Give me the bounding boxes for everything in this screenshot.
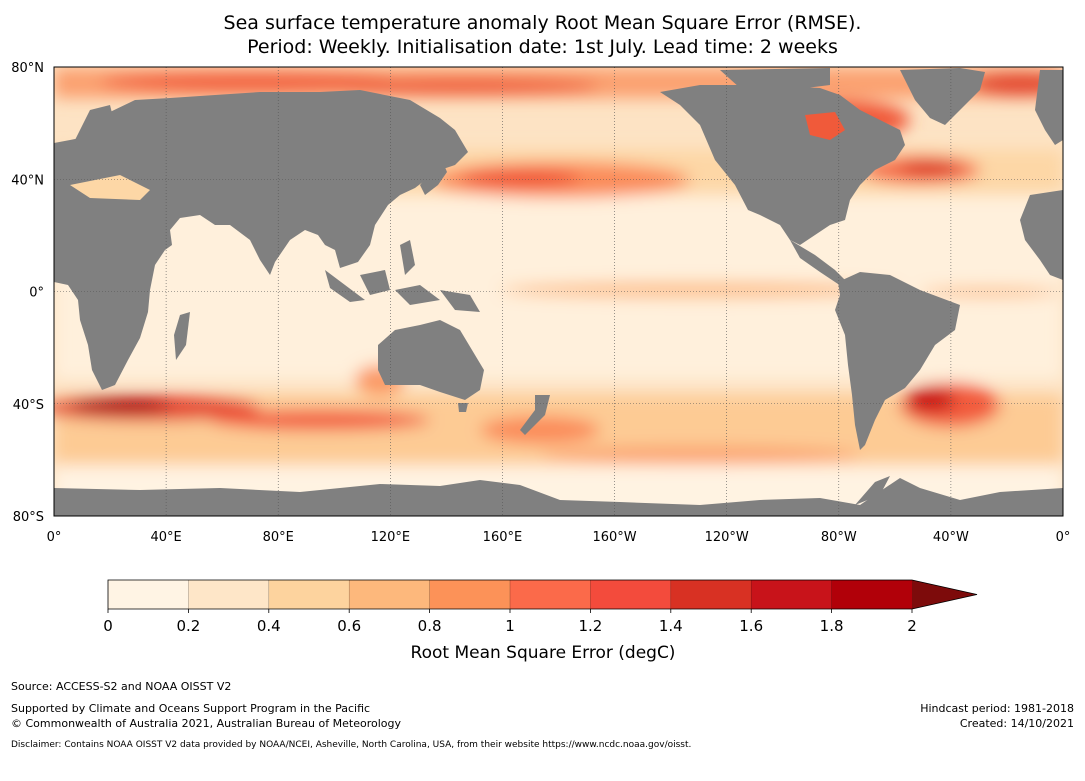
map-gridlines: [54, 67, 1063, 516]
map-title-line-1: Sea surface temperature anomaly Root Mea…: [223, 12, 862, 34]
map-frame: [53, 66, 1064, 517]
colorbar-segment: [751, 580, 833, 609]
lon-tick-label: 120°W: [705, 530, 749, 545]
colorbar-tick-label: 0.2: [176, 617, 200, 635]
colorbar-tick-label: 2: [907, 617, 917, 635]
landmass-madagascar: [174, 312, 190, 360]
disclaimer-note: Disclaimer: Contains NOAA OISST V2 data …: [11, 740, 692, 750]
map-plot-area: [54, 67, 1063, 516]
lon-tick-label: 160°W: [592, 530, 636, 545]
landmass-scandinavia: [75, 105, 115, 140]
landmass-japan: [420, 160, 447, 195]
colorbar-tick-label: 1: [505, 617, 515, 635]
colorbar-tick-label: 1.6: [739, 617, 763, 635]
map-title-line-2: Period: Weekly. Initialisation date: 1st…: [247, 36, 838, 58]
lon-tick-label: 80°E: [263, 530, 294, 545]
colorbar-segment: [268, 580, 350, 609]
colorbar-tick-label: 0.4: [257, 617, 281, 635]
lat-tick-label: 40°N: [11, 173, 44, 188]
lat-tick-label: 0°: [29, 286, 44, 301]
landmass-tasmania: [458, 403, 468, 412]
colorbar-segment: [108, 580, 189, 609]
colorbar-segment: [429, 580, 511, 609]
colorbar-tick-label: 1.2: [578, 617, 602, 635]
landmass-new-zealand: [520, 395, 550, 435]
lat-tick-label: 40°S: [13, 398, 44, 413]
landmass-indonesia: [325, 270, 480, 312]
lon-tick-label: 40°E: [150, 530, 181, 545]
landmass-south-america: [835, 272, 960, 450]
colorbar-tick-label: 0.6: [337, 617, 361, 635]
lon-tick-label: 0°: [47, 530, 62, 545]
landmass-greenland: [900, 68, 985, 125]
hindcast-period-note: Hindcast period: 1981-2018: [920, 702, 1074, 715]
colorbar: 0 0.2 0.4 0.6 0.8 1 1.2 1.4 1.6 1.8 2 Root Mean Squ…: [103, 579, 978, 663]
colorbar-segment: [510, 580, 591, 609]
landmass-europe-wrap: [1035, 70, 1063, 145]
colorbar-extend-arrow: [912, 580, 977, 609]
colorbar-segment: [831, 580, 913, 609]
landmass-central-america: [790, 240, 845, 284]
landmass-north-america: [660, 85, 905, 245]
land-masses: [54, 68, 1063, 516]
colorbar-tick-label: 0: [103, 617, 113, 635]
copyright-note: © Commonwealth of Australia 2021, Austra…: [11, 717, 401, 730]
lat-tick-label: 80°S: [13, 510, 44, 525]
created-date-note: Created: 14/10/2021: [959, 717, 1074, 730]
lon-tick-label: 120°E: [371, 530, 411, 545]
colorbar-tick-label: 1.8: [820, 617, 844, 635]
landmass-antarctica: [54, 478, 1063, 516]
colorbar-segment: [349, 580, 431, 609]
lat-tick-label: 80°N: [11, 61, 44, 76]
longitude-tick-labels: 0° 40°E 80°E 120°E 160°E 160°W 120°W 80°W 40°W 0°: [47, 530, 1071, 545]
landmass-philippines: [400, 240, 415, 275]
colorbar-segment: [188, 580, 270, 609]
support-note: Supported by Climate and Oceans Support …: [11, 702, 371, 715]
landmass-arctic-islands: [720, 68, 830, 90]
lon-tick-label: 80°W: [821, 530, 857, 545]
source-note: Source: ACCESS-S2 and NOAA OISST V2: [11, 680, 232, 693]
colorbar-label: Root Mean Square Error (degC): [411, 643, 676, 663]
landmass-australia: [378, 320, 484, 400]
lon-tick-label: 160°E: [483, 530, 523, 545]
lon-tick-label: 40°W: [933, 530, 969, 545]
colorbar-tick-label: 1.4: [659, 617, 683, 635]
landmass-africa-wrap: [1020, 190, 1063, 280]
landmass-eurasia-africa: [54, 90, 468, 390]
latitude-tick-labels: 80°N 40°N 0° 40°S 80°S: [11, 61, 44, 525]
lon-tick-label: 0°: [1056, 530, 1071, 545]
colorbar-segment: [590, 580, 672, 609]
colorbar-segment: [670, 580, 752, 609]
colorbar-tick-label: 0.8: [418, 617, 442, 635]
